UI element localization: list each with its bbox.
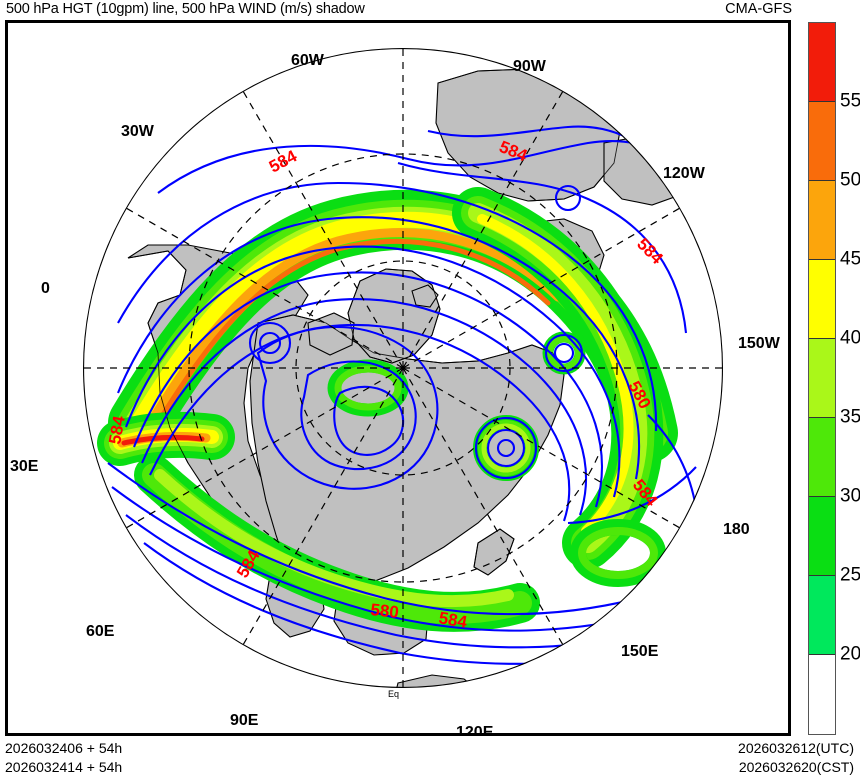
lon-label-0: 0 <box>41 280 50 297</box>
hgt-contour <box>149 323 571 522</box>
hgt-contour <box>553 342 575 364</box>
contour-label: 580 <box>370 600 400 622</box>
footer-valid-utc: 2026032612(UTC) <box>738 740 854 756</box>
colorbar-band-25-30[interactable] <box>809 497 835 576</box>
lon-label-120w: 120W <box>663 165 706 182</box>
colorbar-band-<20[interactable] <box>809 655 835 734</box>
hgt-contour <box>544 333 584 373</box>
hgt-contour <box>474 416 538 480</box>
hgt-contour <box>258 331 282 355</box>
jet-patch-bering <box>570 519 666 587</box>
hgt-contour <box>567 466 697 525</box>
colorbar-tick-40: 40 <box>840 327 860 349</box>
hgt-contour <box>111 486 663 632</box>
hgt-contour <box>117 216 640 480</box>
colorbar-tick-30: 30 <box>840 485 860 507</box>
colorbar-band-30-35[interactable] <box>809 418 835 497</box>
colorbar-band-20-25[interactable] <box>809 576 835 655</box>
contour-label: 584 <box>105 414 129 446</box>
hgt-contour <box>117 181 658 432</box>
hgt-contour <box>107 462 659 616</box>
hgt-contour <box>554 184 582 212</box>
lon-label-90e: 90E <box>230 712 259 729</box>
contour-label: 584 <box>437 608 469 632</box>
page-title: 500 hPa HGT (10gpm) line, 500 hPa WIND (… <box>6 1 365 17</box>
longitude-label-group: 60W 90W 30W 120W 0 150W 30E 180 60E 150E… <box>10 52 781 733</box>
hgt-contour <box>256 326 439 490</box>
land-svalbard <box>411 284 439 308</box>
colorbar-tick-20: 20 <box>840 643 860 665</box>
equator-label: Eq <box>388 689 399 699</box>
footer-valid-cst: 2026032620(CST) <box>738 759 854 775</box>
colorbar-tick-50: 50 <box>840 169 860 191</box>
hgt-contour <box>397 161 688 334</box>
footer-init-cst: 2026032414 + 54h <box>5 759 123 775</box>
hgt-contour <box>133 271 603 508</box>
jet-core-mediterranean <box>97 412 235 466</box>
colorbar-band-50-55[interactable] <box>809 102 835 181</box>
lon-label-30w: 30W <box>121 123 155 140</box>
colorbar-band-55+[interactable] <box>809 23 835 102</box>
colorbar-band-35-40[interactable] <box>809 339 835 418</box>
colorbar-tick-55: 55 <box>840 90 860 112</box>
hgt-contour <box>486 428 526 468</box>
lon-label-60w: 60W <box>291 52 325 69</box>
hgt-contour <box>248 321 292 365</box>
land-scandinavia <box>307 312 355 356</box>
hgt-contour <box>141 298 587 516</box>
map-panel[interactable]: 584 584 584 584 580 584 584 580 584 Eq 6… <box>5 20 791 736</box>
hgt-contour <box>333 385 405 456</box>
polar-map[interactable]: 584 584 584 584 580 584 584 580 584 Eq 6… <box>8 23 788 733</box>
colorbar-tick-45: 45 <box>840 248 860 270</box>
lon-label-30e: 30E <box>10 458 39 475</box>
colorbar-band-40-45[interactable] <box>809 260 835 339</box>
graticule-group <box>83 48 723 688</box>
lon-label-180: 180 <box>723 521 750 538</box>
lon-label-150e: 150E <box>621 643 659 660</box>
hgt-contour <box>496 438 516 458</box>
hgt-contour <box>125 245 621 498</box>
map-content <box>83 48 723 688</box>
colorbar-band-45-50[interactable] <box>809 181 835 260</box>
hgt-contour <box>300 360 417 471</box>
lon-label-90w: 90W <box>513 58 547 75</box>
lon-label-120e: 120E <box>456 724 494 733</box>
jet-patch-central <box>327 359 409 417</box>
agency-label: CMA-GFS <box>725 1 792 17</box>
footer-init-utc: 2026032406 + 54h <box>5 740 123 756</box>
lon-label-150w: 150W <box>738 335 781 352</box>
lon-label-60e: 60E <box>86 623 115 640</box>
colorbar-tick-25: 25 <box>840 564 860 586</box>
wind-colorbar[interactable] <box>808 22 836 735</box>
colorbar-tick-35: 35 <box>840 406 860 428</box>
jet-vortex-pacific <box>473 415 539 481</box>
